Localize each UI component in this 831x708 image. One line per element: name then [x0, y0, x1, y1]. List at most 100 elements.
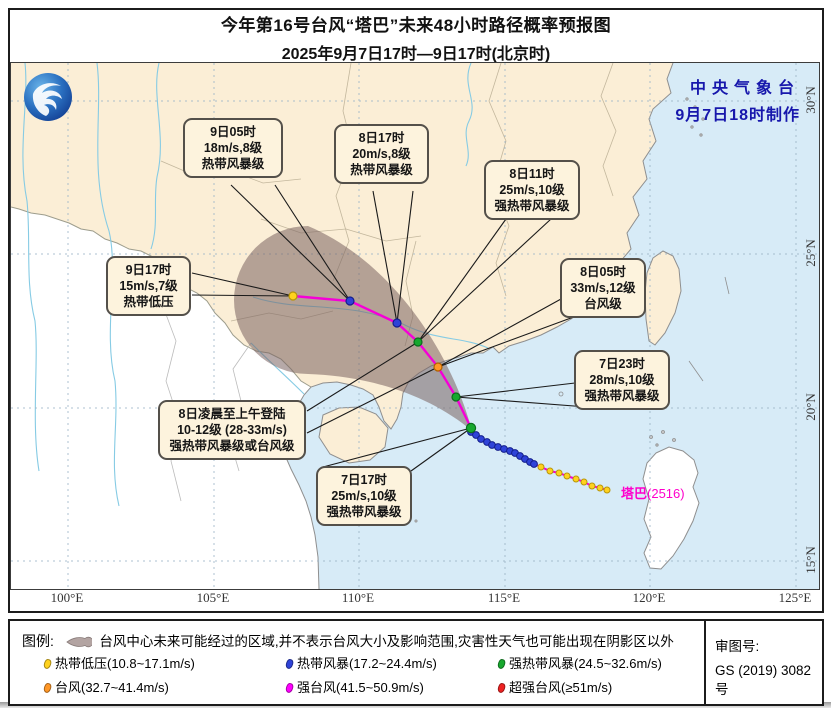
- callout-4: 7日23时 28m/s,10级 强热带风暴级: [574, 350, 670, 410]
- leader-line: [417, 218, 552, 343]
- callout-6: 8日凌晨至上午登陆 10-12级 (28-33m/s) 强热带风暴级或台风级: [158, 400, 306, 460]
- leader-line: [410, 427, 472, 472]
- legend-item: 热带低压(10.8~17.1m/s): [42, 653, 195, 672]
- leader-line: [230, 184, 351, 302]
- legend-item-label: 台风(32.7~41.4m/s): [55, 680, 169, 695]
- cone-note-text: 台风中心未来可能经过的区域,并不表示台风大小及影响范围,灾害性天气也可能出现在阴…: [99, 634, 674, 649]
- history-point-td: [580, 478, 588, 486]
- callout-line: 25m/s,10级: [499, 183, 565, 197]
- forecast-point: [288, 291, 298, 301]
- callout-line: 9日17时: [125, 263, 172, 277]
- island-hainan: [318, 406, 389, 464]
- callout-line: 热带低压: [123, 295, 174, 309]
- callout-0: 9日05时 18m/s,8级 热带风暴级: [183, 118, 283, 178]
- lon-label: 110°E: [341, 590, 375, 605]
- leader-line: [455, 382, 576, 398]
- forecast-point: [433, 362, 443, 372]
- legend-marker: [42, 682, 53, 694]
- callout-line: 8日17时: [358, 131, 405, 145]
- agency-name: 中央气象台: [689, 80, 800, 97]
- callout-line: 热带风暴级: [201, 157, 265, 171]
- review-label: 审图号:: [715, 639, 760, 654]
- history-point-ts: [530, 460, 538, 468]
- lon-label: 100°E: [50, 590, 84, 605]
- callout-line: 15m/s,7级: [119, 279, 178, 293]
- legend-item-label: 超强台风(≥51m/s): [509, 680, 613, 695]
- callout-line: 28m/s,10级: [589, 373, 655, 387]
- legend-item-label: 强热带风暴(24.5~32.6m/s): [509, 656, 662, 671]
- callout-leader-lines: [191, 184, 588, 472]
- title-block: 今年第16号台风“塔巴”未来48小时路径概率预报图 2025年9月7日17时—9…: [8, 11, 824, 64]
- callout-3: 8日05时 33m/s,12级 台风级: [560, 258, 646, 318]
- legend-note-row: 图例: 台风中心未来可能经过的区域,并不表示台风大小及影响范围,灾害性天气也可能…: [22, 630, 674, 652]
- legend-item-label: 热带风暴(17.2~24.4m/s): [297, 656, 437, 671]
- cone-icon: [65, 635, 94, 652]
- storm-name: 塔巴: [621, 486, 648, 501]
- forecast-point: [465, 422, 477, 434]
- forecast-point: [392, 318, 402, 328]
- leader-line: [437, 314, 580, 368]
- legend-item-label: 强台风(41.5~50.9m/s): [297, 680, 424, 695]
- storm-id: (2516): [647, 486, 685, 501]
- lat-label: 20°N: [803, 393, 818, 421]
- history-point-ts: [472, 431, 480, 439]
- callout-2: 8日11时 25m/s,10级 强热带风暴级: [484, 160, 580, 220]
- leader-line: [274, 184, 351, 302]
- forecast-point: [451, 392, 461, 402]
- history-point-ts: [477, 435, 485, 443]
- lat-label: 15°N: [803, 546, 818, 574]
- callout-line: 8日11时: [509, 167, 555, 181]
- history-point-td: [555, 469, 563, 477]
- history-point-td: [563, 472, 571, 480]
- legend-marker: [284, 658, 295, 670]
- callout-line: 强热带风暴级: [326, 505, 402, 519]
- forecast-point: [345, 296, 355, 306]
- callout-line: 33m/s,12级: [570, 281, 636, 295]
- callout-line: 25m/s,10级: [331, 489, 397, 503]
- leader-line: [417, 218, 507, 343]
- lat-label: 30°N: [803, 86, 818, 114]
- leader-line: [322, 427, 472, 468]
- review-number: GS (2019) 3082号: [715, 663, 812, 697]
- history-point-td: [537, 463, 545, 471]
- lon-label: 125°E: [778, 590, 812, 605]
- callout-line: 强热带风暴级: [494, 199, 570, 213]
- lon-label: 115°E: [487, 590, 521, 605]
- lon-label: 120°E: [632, 590, 666, 605]
- history-point-td: [572, 475, 580, 483]
- forecast-point: [413, 337, 423, 347]
- issue-time: 9月7日18时制作: [675, 107, 800, 124]
- callout-1: 8日17时 20m/s,8级 热带风暴级: [334, 124, 429, 184]
- review-number-panel: 审图号: GS (2019) 3082号: [704, 621, 822, 704]
- legend-item: 强台风(41.5~50.9m/s): [284, 677, 424, 696]
- leader-line: [191, 272, 294, 297]
- leader-line: [396, 190, 414, 324]
- legend-marker: [496, 658, 507, 670]
- legend-item: 强热带风暴(24.5~32.6m/s): [496, 653, 662, 672]
- legend-label: 图例:: [22, 633, 54, 649]
- legend-item: 台风(32.7~41.4m/s): [42, 677, 169, 696]
- legend-item: 超强台风(≥51m/s): [496, 677, 613, 696]
- callout-line: 7日23时: [599, 357, 645, 371]
- typhoon-track: [288, 291, 611, 494]
- legend-main: 图例: 台风中心未来可能经过的区域,并不表示台风大小及影响范围,灾害性天气也可能…: [10, 621, 704, 704]
- legend-marker: [284, 682, 295, 694]
- legend-marker: [42, 658, 53, 670]
- map-title: 今年第16号台风“塔巴”未来48小时路径概率预报图: [220, 16, 612, 35]
- legend-marker: [496, 682, 507, 694]
- legend-box: 图例: 台风中心未来可能经过的区域,并不表示台风大小及影响范围,灾害性天气也可能…: [8, 619, 824, 706]
- legend-item-label: 热带低压(10.8~17.1m/s): [55, 656, 195, 671]
- history-point-td: [546, 467, 554, 475]
- leader-line: [191, 294, 294, 297]
- lat-label: 25°N: [803, 239, 818, 267]
- leader-line: [372, 190, 398, 324]
- callout-line: 8日05时: [580, 265, 626, 279]
- callout-line: 热带风暴级: [350, 163, 413, 177]
- cma-logo: [23, 72, 73, 122]
- callout-line: 20m/s,8级: [352, 147, 411, 161]
- map-subtitle: 2025年9月7日17时—9日17时(北京时): [281, 46, 551, 63]
- storm-name-label: 塔巴(2516): [621, 483, 685, 502]
- history-point-td: [603, 486, 611, 494]
- leader-line: [306, 366, 439, 434]
